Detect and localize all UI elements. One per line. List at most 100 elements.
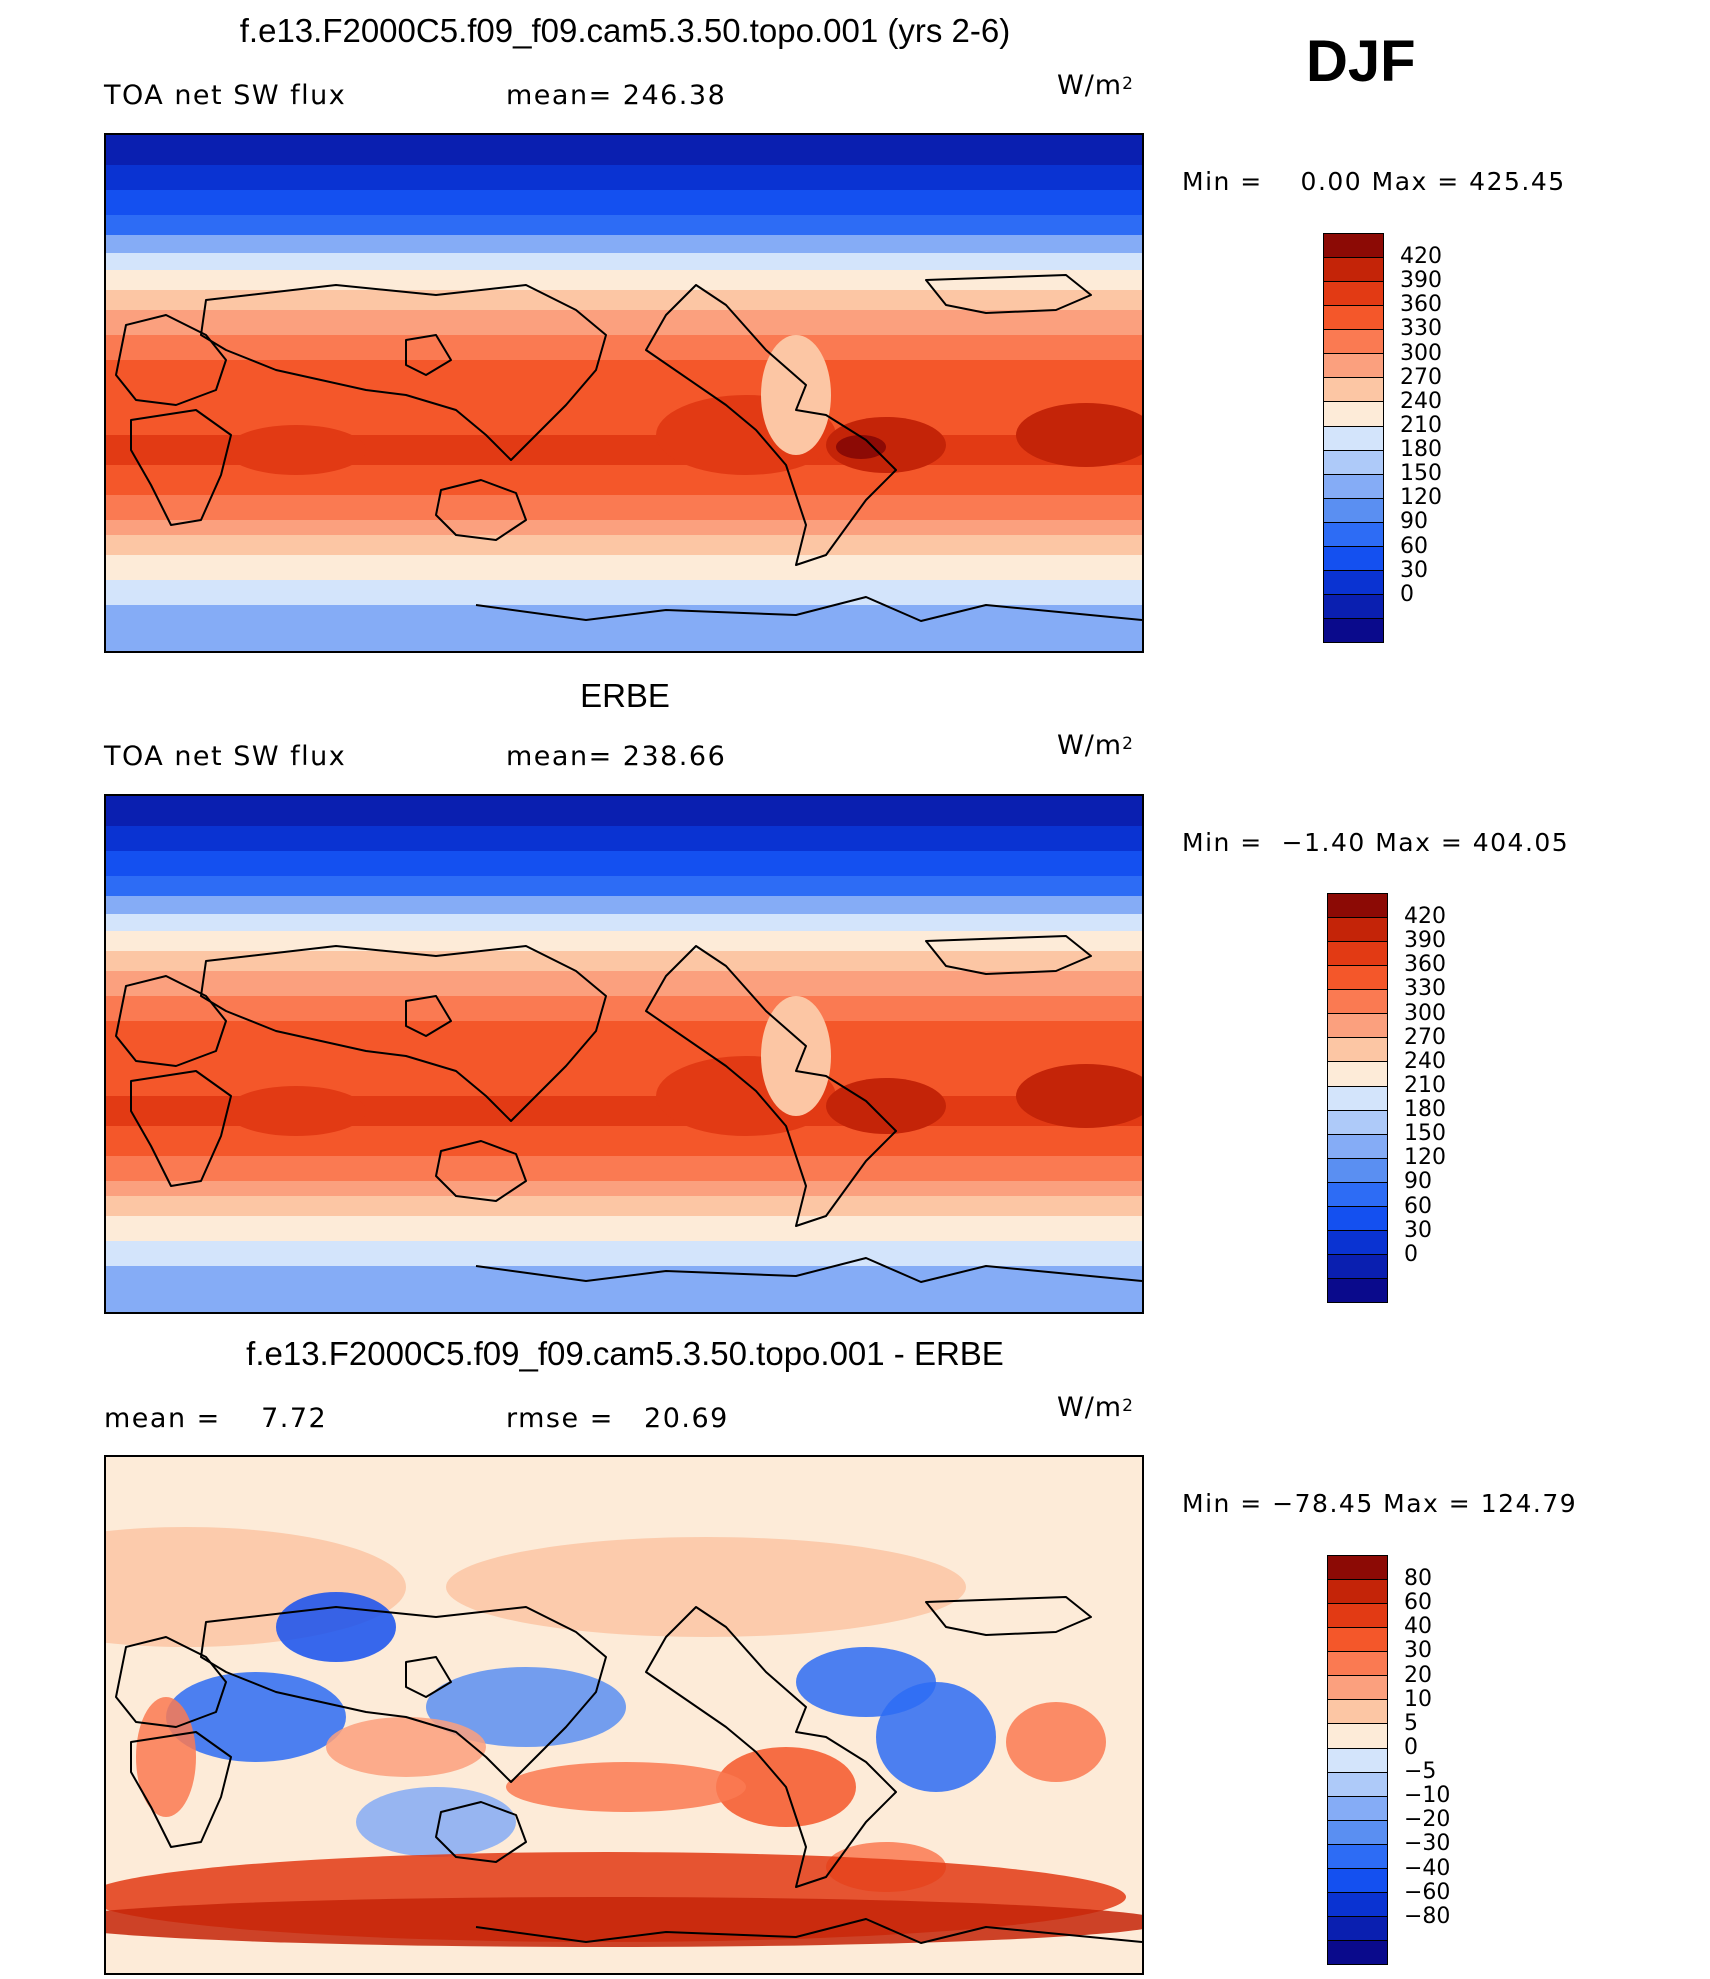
colorbar-swatch [1324,426,1383,451]
colorbar-swatch [1324,546,1383,571]
panel-3-colorbar [1327,1555,1388,1965]
colorbar-swatch [1328,1820,1387,1845]
colorbar-tick-label: 180 [1404,1097,1446,1123]
colorbar-swatch [1324,330,1383,355]
colorbar-tick-label: 150 [1400,461,1442,487]
world-map-icon [106,135,1142,651]
colorbar-tick-label: 330 [1404,976,1446,1002]
colorbar-swatch [1324,354,1383,379]
colorbar-tick-label: 210 [1404,1072,1446,1098]
colorbar-tick-label: 240 [1400,388,1442,414]
colorbar-tick-label: 20 [1404,1662,1432,1688]
colorbar-tick-label: 30 [1400,557,1428,583]
colorbar-tick-label: 5 [1404,1710,1418,1736]
panel-2-colorbar [1327,893,1388,1303]
colorbar-tick-label: 60 [1404,1590,1432,1616]
colorbar-swatch [1328,1604,1387,1629]
panel-1-minmax: Min = 0.00 Max = 425.45 [1182,167,1566,196]
colorbar-swatch [1328,1748,1387,1773]
colorbar-tick-label: 360 [1404,952,1446,978]
colorbar-swatch [1324,258,1383,283]
panel-3-map [104,1455,1144,1975]
colorbar-swatch [1328,1868,1387,1893]
panel-1-colorbar [1323,233,1384,643]
colorbar-tick-label: 180 [1400,437,1442,463]
colorbar-tick-label: 0 [1404,1241,1418,1267]
colorbar-swatch [1328,1676,1387,1701]
colorbar-tick-label: −80 [1404,1903,1451,1929]
panel-3-mean-label: mean = 7.72 [104,1403,328,1434]
colorbar-swatch [1328,1086,1387,1111]
colorbar-swatch [1324,498,1383,523]
colorbar-swatch [1328,1556,1387,1581]
colorbar-tick-label: 10 [1404,1686,1432,1712]
colorbar-tick-label: 300 [1400,340,1442,366]
colorbar-tick-label: 240 [1404,1048,1446,1074]
panel-3-units: W/m2 [1057,1392,1134,1423]
colorbar-swatch [1328,1724,1387,1749]
colorbar-tick-label: −40 [1404,1855,1451,1881]
panel-2-minmax: Min = −1.40 Max = 404.05 [1182,828,1570,857]
colorbar-swatch [1324,522,1383,547]
colorbar-swatch [1328,1916,1387,1941]
colorbar-swatch [1328,1796,1387,1821]
panel-3-minmax: Min = −78.45 Max = 124.79 [1182,1489,1578,1518]
colorbar-tick-label: −10 [1404,1783,1451,1809]
colorbar-swatch [1328,942,1387,967]
colorbar-tick-label: 120 [1400,485,1442,511]
colorbar-swatch [1328,1182,1387,1207]
panel-1-variable-label: TOA net SW flux [104,80,347,111]
colorbar-swatch [1328,1206,1387,1231]
colorbar-tick-label: 60 [1404,1193,1432,1219]
colorbar-swatch [1324,450,1383,475]
colorbar-swatch [1328,1892,1387,1917]
panel-3-colorbar-labels: 80 60 40 30 20 10 5 0 −5 −10 −20 −30 −40 −60 −80 [1404,1555,1484,1965]
colorbar-swatch [1324,619,1383,643]
colorbar-tick-label: 210 [1400,412,1442,438]
colorbar-tick-label: 0 [1404,1734,1418,1760]
panel-2-variable-label: TOA net SW flux [104,741,347,772]
panel-2-map [104,794,1144,1314]
colorbar-swatch [1324,474,1383,499]
colorbar-swatch [1324,378,1383,403]
colorbar-tick-label: 330 [1400,316,1442,342]
panel-1-title: f.e13.F2000C5.f09_f09.cam5.3.50.topo.001… [239,12,1011,49]
season-label: DJF [1306,29,1416,94]
colorbar-tick-label: 90 [1400,509,1428,535]
colorbar-tick-label: 270 [1400,364,1442,390]
colorbar-tick-label: 270 [1404,1024,1446,1050]
panel-2-title: ERBE [580,677,670,714]
colorbar-tick-label: 300 [1404,1000,1446,1026]
colorbar-swatch [1328,1941,1387,1965]
colorbar-tick-label: 80 [1404,1566,1432,1592]
colorbar-tick-label: −60 [1404,1879,1451,1905]
panel-1-colorbar-labels: 420 390 360 330 300 270 240 210 180 150 120 90 60 30 0 [1400,233,1480,643]
colorbar-tick-label: 30 [1404,1217,1432,1243]
colorbar-tick-label: 420 [1400,244,1442,270]
panel-3-rmse-label: rmse = 20.69 [506,1403,729,1434]
colorbar-swatch [1328,1279,1387,1303]
colorbar-tick-label: 420 [1404,904,1446,930]
panel-3-title: f.e13.F2000C5.f09_f09.cam5.3.50.topo.001… [246,1335,1004,1372]
colorbar-tick-label: 0 [1400,581,1414,607]
colorbar-swatch [1328,1844,1387,1869]
colorbar-swatch [1324,306,1383,331]
colorbar-swatch [1328,1652,1387,1677]
colorbar-tick-label: 120 [1404,1145,1446,1171]
panel-2-units: W/m2 [1057,730,1134,761]
colorbar-swatch [1328,1158,1387,1183]
panel-1-mean-label: mean= 246.38 [506,80,727,111]
colorbar-tick-label: 60 [1400,533,1428,559]
colorbar-tick-label: 360 [1400,292,1442,318]
colorbar-swatch [1328,990,1387,1015]
colorbar-tick-label: −20 [1404,1807,1451,1833]
colorbar-swatch [1328,1254,1387,1279]
colorbar-swatch [1328,1110,1387,1135]
panel-2-colorbar-labels: 420 390 360 330 300 270 240 210 180 150 120 90 60 30 0 [1404,893,1484,1303]
colorbar-tick-label: 390 [1404,928,1446,954]
colorbar-swatch [1328,1134,1387,1159]
colorbar-tick-label: 150 [1404,1121,1446,1147]
colorbar-tick-label: 90 [1404,1169,1432,1195]
colorbar-swatch [1328,1038,1387,1063]
colorbar-swatch [1328,894,1387,919]
